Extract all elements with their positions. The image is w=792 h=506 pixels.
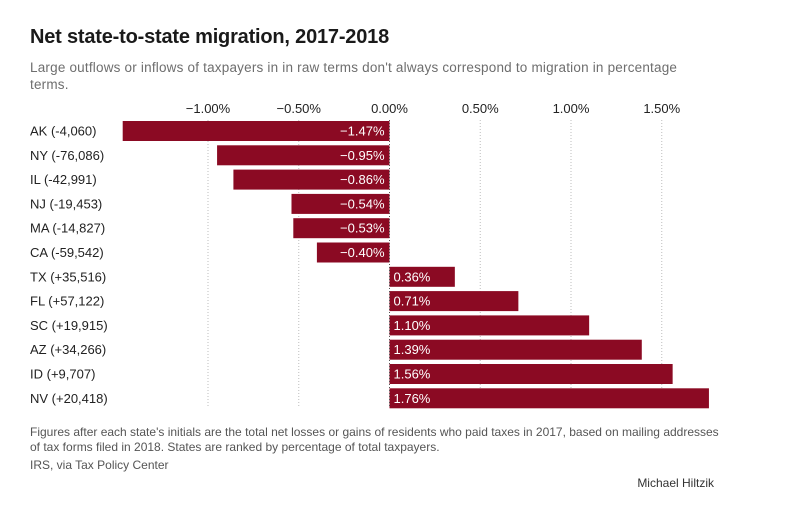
category-label: NY (-76,086) — [30, 148, 104, 163]
x-tick-label: −1.00% — [186, 101, 231, 116]
bar — [233, 169, 390, 190]
data-label: 1.56% — [394, 367, 431, 382]
data-label: −0.95% — [340, 148, 385, 163]
category-label: CA (-59,542) — [30, 245, 104, 260]
data-label: −0.40% — [340, 245, 385, 260]
category-label: FL (+57,122) — [30, 294, 104, 309]
category-label: AK (-4,060) — [30, 124, 96, 139]
category-label: NV (+20,418) — [30, 391, 108, 406]
bar — [316, 242, 390, 263]
x-tick-label: 0.50% — [462, 101, 499, 116]
x-tick-label: 0.00% — [371, 101, 408, 116]
x-tick-label: −0.50% — [277, 101, 322, 116]
x-tick-label: 1.00% — [553, 101, 590, 116]
data-label: 0.71% — [394, 294, 431, 309]
data-label: −0.53% — [340, 221, 385, 236]
chart-title: Net state-to-state migration, 2017-2018 — [30, 26, 389, 48]
category-label: IL (-42,991) — [30, 172, 97, 187]
chart-note: Figures after each state's initials are … — [30, 425, 719, 454]
category-label: AZ (+34,266) — [30, 342, 106, 357]
bar — [217, 145, 390, 166]
bar — [122, 121, 390, 141]
data-label: −1.47% — [340, 124, 385, 139]
x-tick-label: 1.50% — [643, 101, 680, 116]
category-label: SC (+19,915) — [30, 318, 108, 333]
bar — [293, 218, 390, 239]
data-label: 1.76% — [394, 391, 431, 406]
category-label: ID (+9,707) — [30, 367, 95, 382]
bar — [389, 388, 709, 409]
category-label: TX (+35,516) — [30, 269, 106, 284]
data-label: 1.10% — [394, 318, 431, 333]
category-label: NJ (-19,453) — [30, 196, 102, 211]
chart-source: IRS, via Tax Policy Center — [30, 458, 169, 472]
bar — [389, 364, 673, 384]
bar — [389, 291, 519, 312]
bar — [389, 339, 642, 360]
data-label: 0.36% — [394, 269, 431, 284]
data-label: −0.86% — [340, 172, 385, 187]
bar — [389, 315, 590, 336]
data-label: 1.39% — [394, 342, 431, 357]
chart-credit: Michael Hiltzik — [637, 476, 714, 490]
category-label: MA (-14,827) — [30, 221, 105, 236]
bar — [291, 193, 390, 214]
chart-subtitle: Large outflows or inflows of taxpayers i… — [30, 60, 678, 92]
bar — [389, 266, 455, 287]
data-label: −0.54% — [340, 196, 385, 211]
bar-chart: −1.00% −0.50% 0.00% 0.50% 1.00% 1.50% AK (-4,0… — [30, 101, 709, 409]
